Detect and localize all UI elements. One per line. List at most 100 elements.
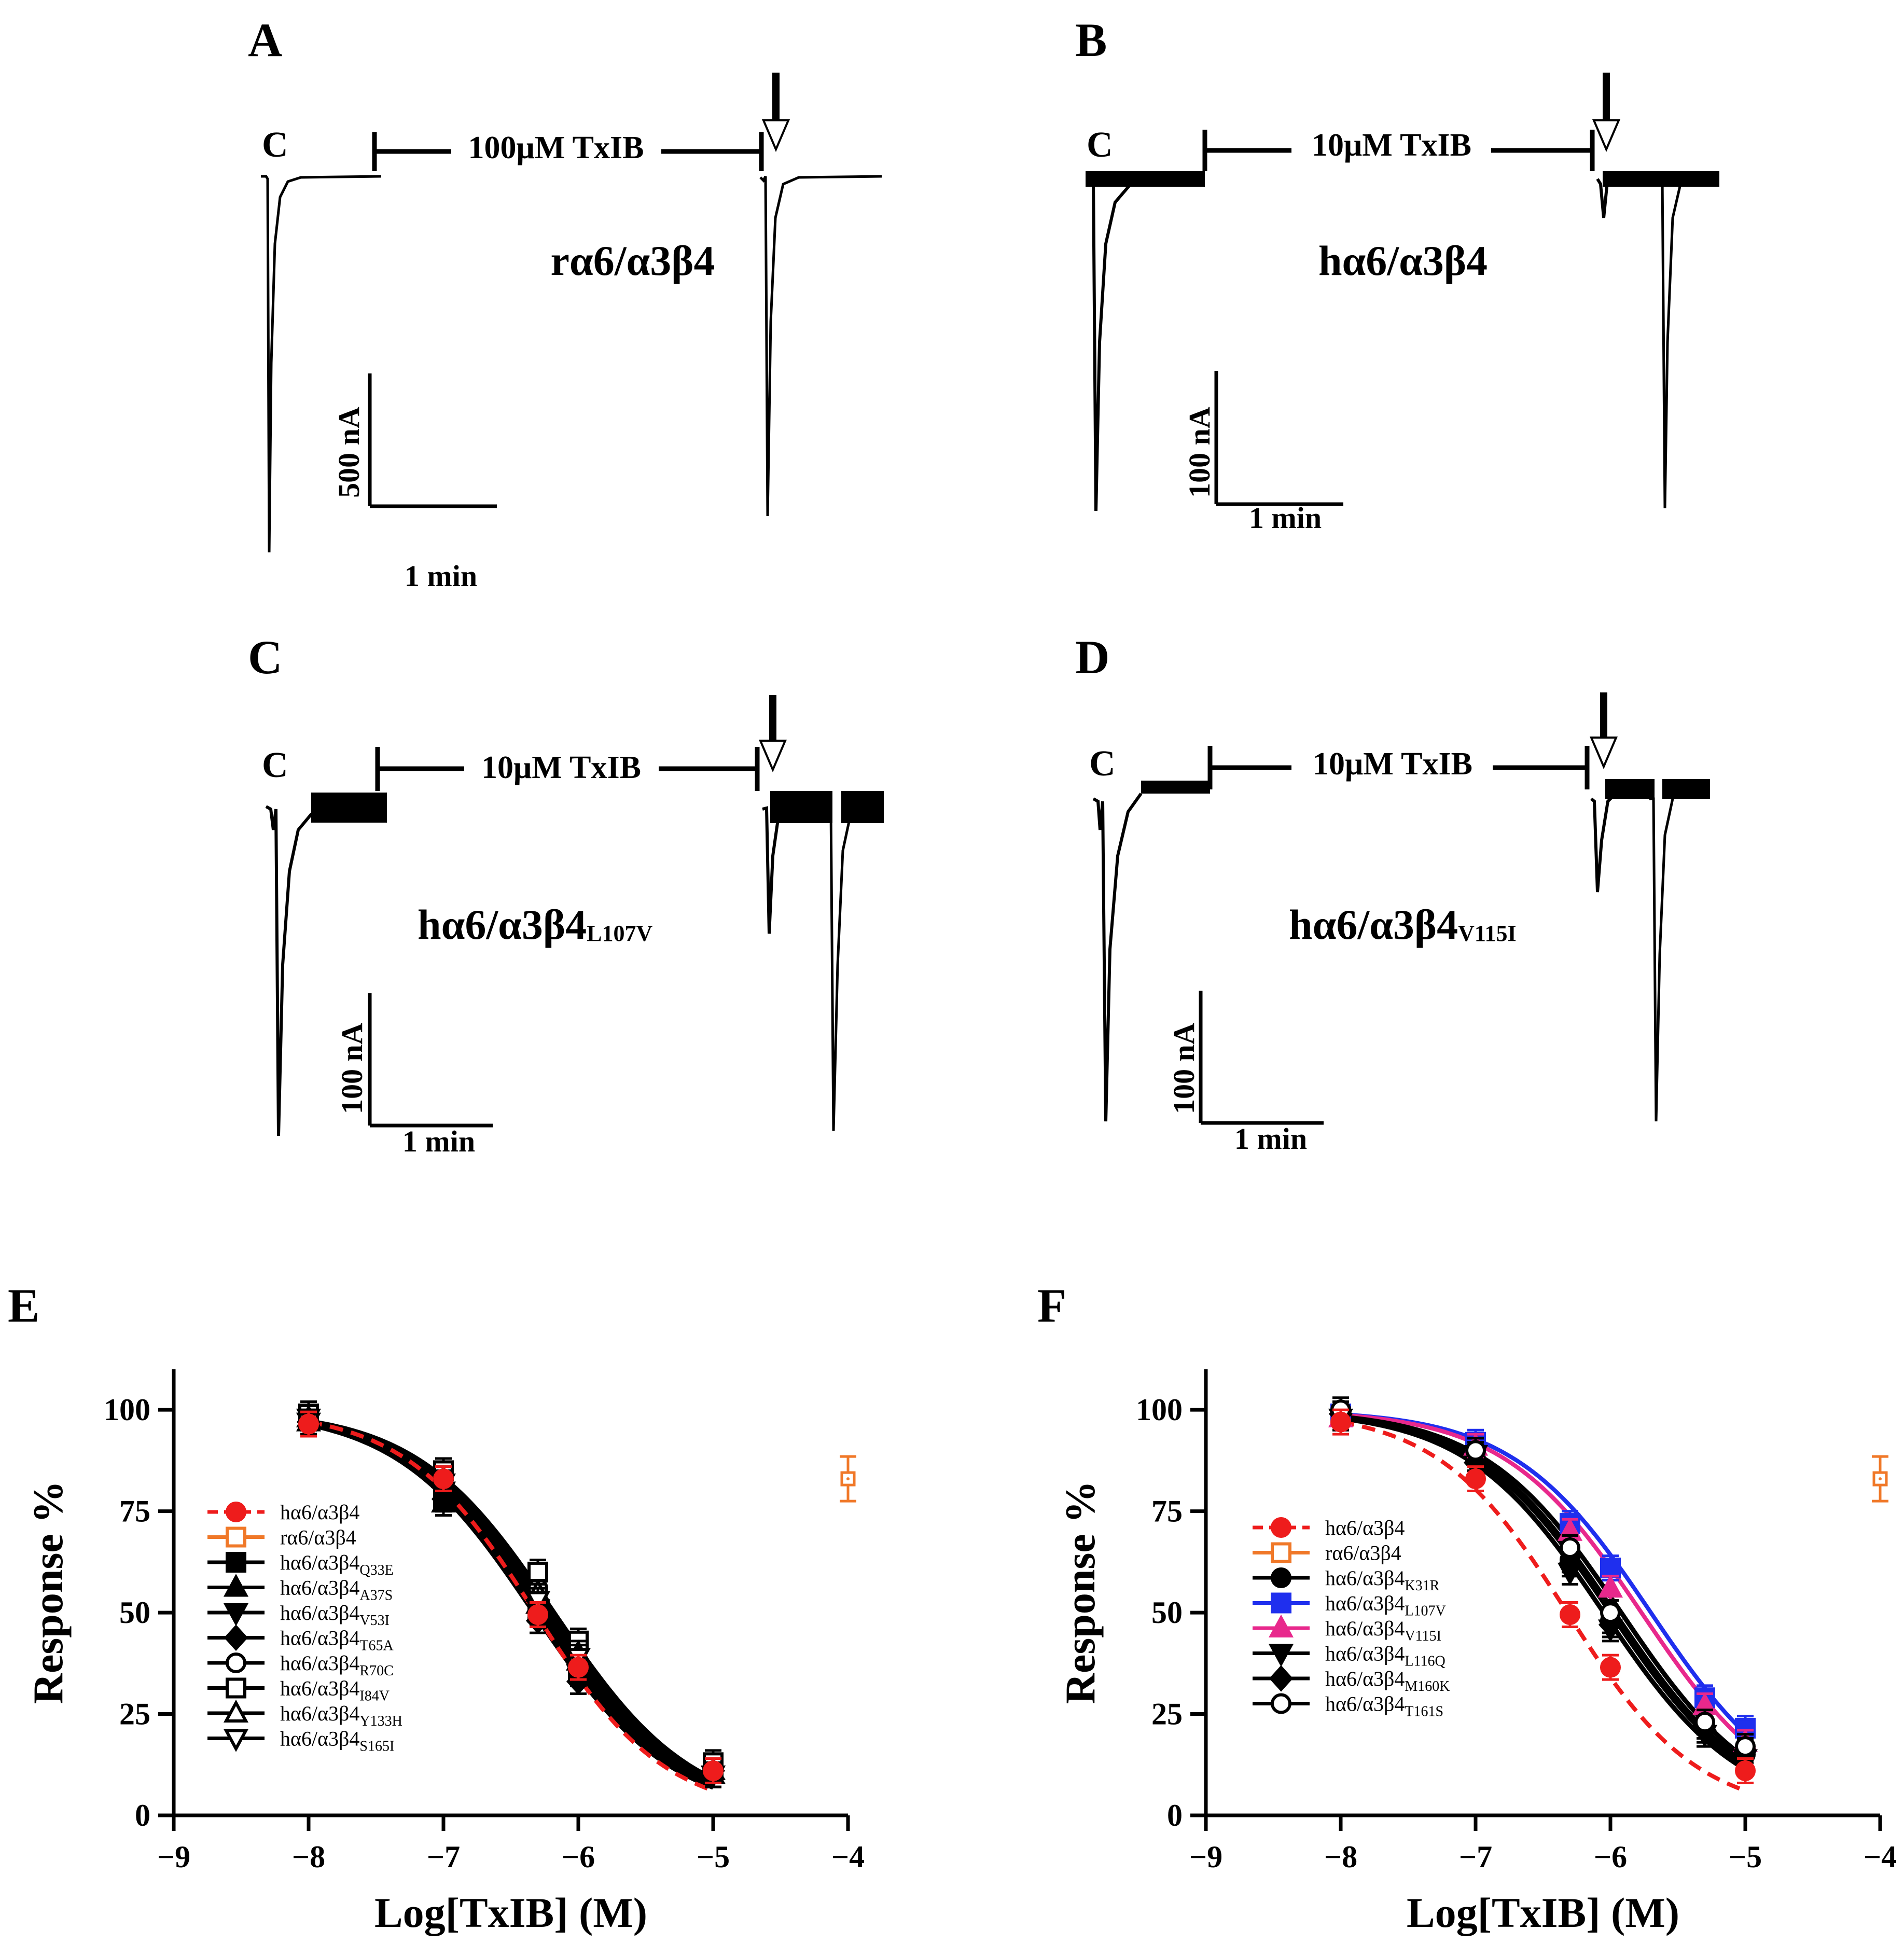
fit-curve-f-t161s — [1340, 1414, 1747, 1760]
legend-name: hα6/α3β4 — [280, 1677, 359, 1700]
x-tick-label-f: −7 — [1459, 1840, 1492, 1874]
receptor-label-a: rα6/α3β4 — [551, 237, 715, 284]
current-trace-c — [265, 791, 884, 1136]
drug-label-c: 10μM TxIB — [481, 750, 641, 785]
legend-label: hα6/α3β4T161S — [1325, 1692, 1443, 1720]
legend-marker — [1271, 1693, 1291, 1714]
legend-marker — [1271, 1567, 1291, 1588]
legend-marker — [1271, 1592, 1291, 1614]
scale-bar-b — [1214, 371, 1343, 506]
x-tick-label-e: −9 — [157, 1840, 190, 1874]
legend-name: hα6/α3β4 — [1325, 1642, 1405, 1665]
data-point — [703, 1760, 724, 1781]
legend-entry: hα6/α3β4 — [1253, 1516, 1405, 1539]
drug-bar-a — [372, 132, 764, 171]
legend-label: hα6/α3β4I84V — [280, 1677, 390, 1704]
y-tick-label-f: 0 — [1167, 1798, 1183, 1832]
y-tick-label-f: 50 — [1151, 1595, 1183, 1630]
legend-entry: hα6/α3β4 — [207, 1501, 359, 1524]
legend-marker — [226, 1552, 246, 1573]
legend-entry: hα6/α3β4T65A — [207, 1624, 394, 1654]
fit-curve-f-v115i — [1340, 1413, 1747, 1744]
data-point — [1735, 1736, 1756, 1757]
y-tick-label-e: 25 — [119, 1697, 150, 1731]
data-point — [1465, 1468, 1486, 1490]
legend-entry: hα6/α3β4L107V — [1253, 1592, 1446, 1619]
legend-sub: S165I — [359, 1739, 394, 1755]
legend-marker — [226, 1653, 246, 1673]
data-point — [527, 1604, 548, 1625]
y-axis-label-e: Response % — [24, 1481, 72, 1704]
legend-label: hα6/α3β4L116Q — [1325, 1642, 1446, 1670]
y-tick-label-f: 75 — [1151, 1494, 1183, 1529]
legend-label: hα6/α3β4T65A — [280, 1627, 394, 1654]
legend-entry: rα6/α3β4 — [207, 1526, 356, 1549]
legend-name: hα6/α3β4 — [280, 1551, 359, 1574]
legend-label: hα6/α3β4R70C — [280, 1651, 394, 1679]
legend-sub: V115I — [1405, 1628, 1441, 1644]
data-point — [527, 1561, 548, 1582]
x-tick-label-f: −4 — [1864, 1840, 1897, 1874]
panel-label-f: F — [1037, 1279, 1066, 1332]
legend-entry: hα6/α3β4Y133H — [207, 1699, 402, 1729]
legend-marker — [226, 1502, 246, 1522]
panel-b: B C 10μM TxIB hα6/α3β4 100 nA 1 min — [1075, 13, 1719, 535]
data-point — [1465, 1440, 1486, 1461]
legend-name: hα6/α3β4 — [1325, 1592, 1405, 1615]
current-trace-b — [1086, 171, 1719, 511]
arrow-b — [1592, 73, 1621, 152]
panel-label-a: A — [248, 13, 282, 66]
dose-response-chart-f: 0 25 50 75 100 −9 −8 −7 −6 −5 −4 Log[TxIB] (M) Respo… — [1057, 1369, 1897, 1936]
data-point-center — [846, 1477, 850, 1481]
legend-marker — [223, 1699, 249, 1723]
x-tick-label-f: −5 — [1729, 1840, 1762, 1874]
legend-marker — [1271, 1517, 1291, 1538]
legend-name: hα6/α3β4 — [280, 1501, 359, 1524]
legend-marker — [1271, 1542, 1291, 1563]
legend-label: rα6/α3β4 — [1325, 1542, 1401, 1565]
legend-name: hα6/α3β4 — [280, 1627, 359, 1650]
legend-entry: hα6/α3β4R70C — [207, 1651, 394, 1679]
scale-bar-c — [368, 993, 493, 1128]
legend-sub: Y133H — [359, 1713, 402, 1729]
fit-curve-f-h634 — [1340, 1420, 1746, 1793]
scale-y-label-c: 100 nA — [335, 1023, 369, 1114]
legend-entry: hα6/α3β4I84V — [207, 1677, 390, 1704]
panel-c: C C 10μM TxIB hα6/α3β4L107V 100 nA 1 min — [248, 631, 884, 1158]
current-trace-d — [1092, 779, 1710, 1122]
data-point — [1560, 1604, 1580, 1625]
x-axis-label-f: Log[TxIB] (M) — [1407, 1889, 1679, 1936]
data-point — [298, 1413, 319, 1435]
legend-sub: L107V — [1405, 1603, 1446, 1619]
legend-name: hα6/α3β4 — [1325, 1667, 1405, 1690]
x-tick-label-f: −9 — [1189, 1840, 1222, 1874]
legend-f: hα6/α3β4rα6/α3β4hα6/α3β4K31Rhα6/α3β4L107… — [1253, 1516, 1450, 1720]
y-tick-label-e: 0 — [135, 1798, 150, 1832]
control-label-d: C — [1089, 744, 1116, 784]
fit-curve-e-t65a — [308, 1422, 714, 1790]
fit-curve-e-v53i — [308, 1421, 714, 1788]
fit-curve-e-q33e — [308, 1421, 714, 1788]
legend-label: hα6/α3β4K31R — [1325, 1566, 1440, 1594]
legend-entry: hα6/α3β4A37S — [207, 1574, 393, 1604]
legend-e: hα6/α3β4rα6/α3β4hα6/α3β4Q33Ehα6/α3β4A37S… — [207, 1501, 402, 1755]
legend-entry: hα6/α3β4Q33E — [207, 1551, 394, 1578]
receptor-sub-c: L107V — [587, 921, 652, 946]
drug-bar-c — [375, 747, 760, 791]
legend-sub: I84V — [359, 1688, 390, 1704]
data-point — [1694, 1712, 1715, 1733]
data-point — [1600, 1602, 1621, 1623]
receptor-name-a: rα6/α3β4 — [551, 237, 715, 284]
legend-name: rα6/α3β4 — [1325, 1542, 1401, 1565]
legend-name: hα6/α3β4 — [1325, 1516, 1405, 1539]
receptor-label-c: hα6/α3β4L107V — [418, 901, 652, 948]
legend-sub: A37S — [359, 1588, 393, 1604]
legend-marker — [1268, 1644, 1294, 1667]
legend-sub: M160K — [1405, 1678, 1450, 1695]
receptor-label-d: hα6/α3β4V115I — [1289, 901, 1517, 948]
legend-sub: T65A — [359, 1638, 394, 1654]
x-tick-label-e: −8 — [292, 1840, 325, 1874]
arrow-c — [758, 695, 787, 773]
scale-y-label-a: 500 nA — [332, 407, 366, 498]
scale-y-label-d: 100 nA — [1167, 1023, 1201, 1114]
